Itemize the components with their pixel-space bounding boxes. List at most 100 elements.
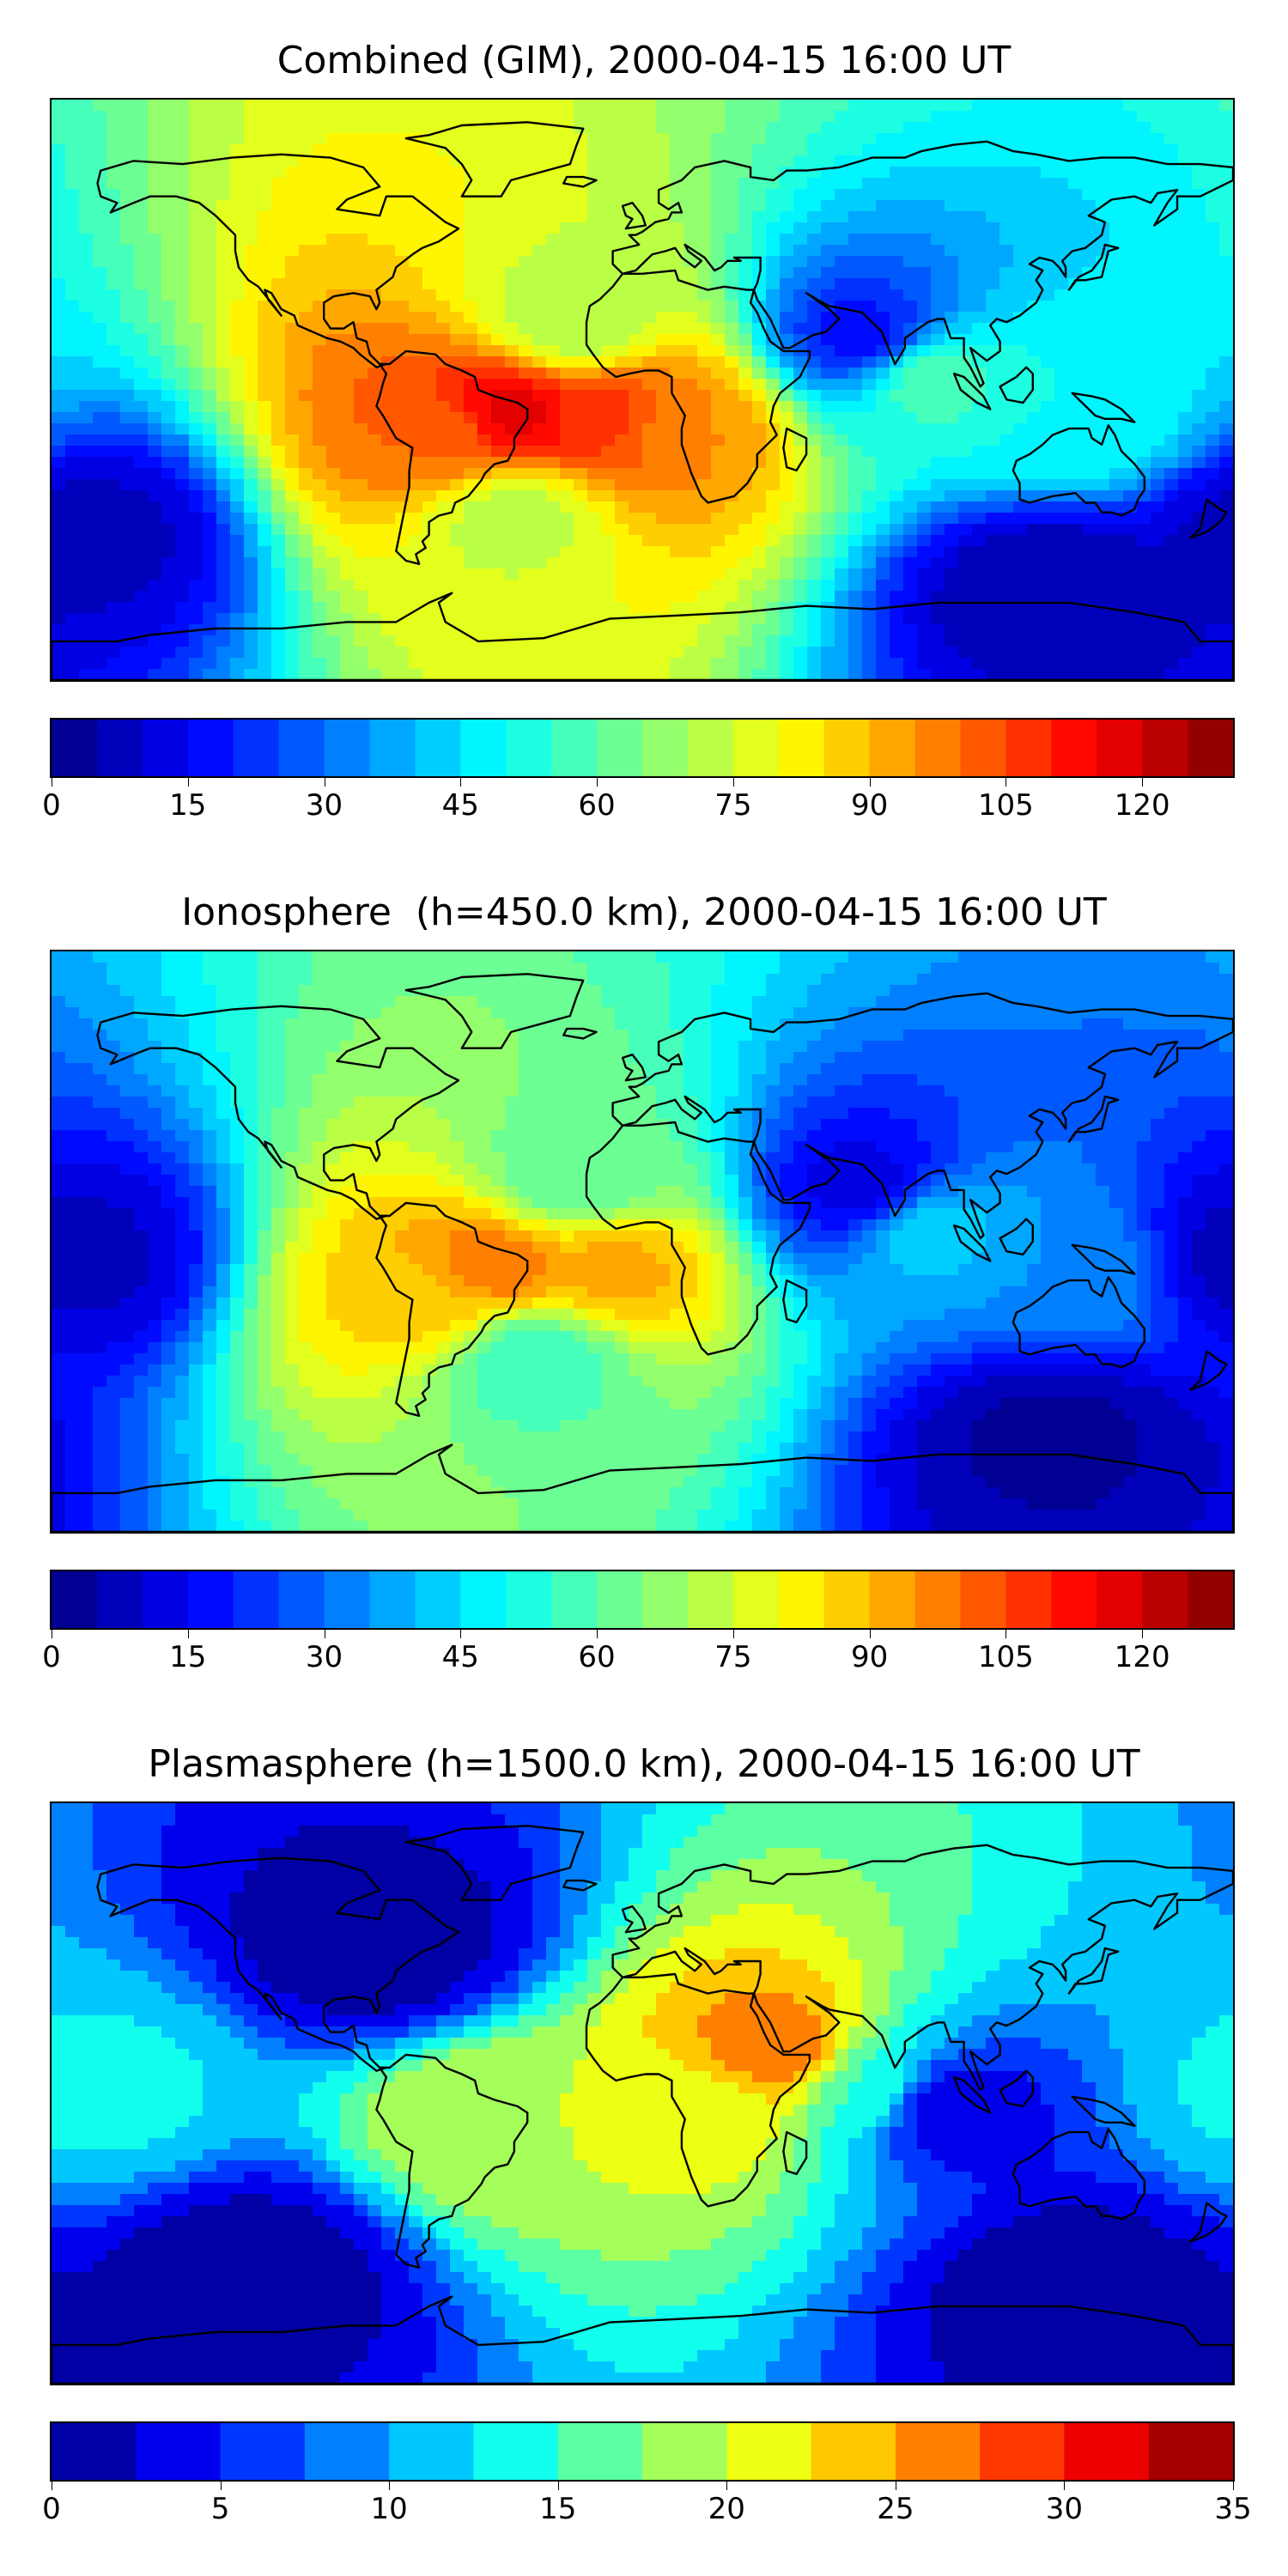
contour-cell	[931, 167, 945, 179]
contour-cell	[574, 312, 588, 324]
contour-cell	[574, 996, 588, 1008]
contour-cell	[313, 1007, 327, 1019]
contour-cell	[958, 446, 973, 458]
contour-cell	[1219, 974, 1233, 986]
contour-cell	[52, 613, 66, 625]
contour-cell	[120, 222, 135, 234]
contour-cell	[491, 1007, 506, 1019]
contour-cell	[491, 423, 506, 435]
contour-cell	[340, 985, 355, 997]
contour-cell	[587, 602, 602, 614]
contour-cell	[656, 951, 671, 963]
contour-cell	[1054, 345, 1069, 357]
contour-cell	[1054, 401, 1069, 413]
contour-cell	[1096, 468, 1110, 480]
contour-cell	[862, 951, 877, 963]
contour-cell	[670, 323, 684, 335]
contour-cell	[1068, 974, 1083, 986]
contour-cell	[807, 144, 822, 156]
contour-cell	[615, 951, 629, 963]
contour-cell	[409, 356, 423, 368]
contour-cell	[106, 211, 121, 223]
contour-cell	[862, 289, 877, 301]
contour-cell	[299, 211, 313, 223]
contour-cell	[1164, 256, 1179, 268]
contour-cell	[189, 133, 204, 145]
contour-cell	[711, 580, 726, 592]
contour-cell	[175, 234, 190, 246]
contour-cell	[519, 234, 533, 246]
contour-cell	[780, 133, 794, 145]
contour-cell	[725, 100, 739, 112]
contour-cell	[1027, 635, 1042, 647]
contour-cell	[464, 658, 478, 670]
contour-cell	[629, 144, 643, 156]
contour-cell	[986, 580, 1000, 592]
contour-cell	[931, 278, 945, 290]
contour-cell	[1151, 624, 1165, 636]
contour-cell	[1137, 122, 1151, 134]
contour-cell	[1151, 234, 1165, 246]
contour-cell	[148, 144, 162, 156]
contour-cell	[945, 278, 959, 290]
contour-cell	[1178, 301, 1193, 313]
contour-cell	[477, 580, 492, 592]
contour-cell	[532, 985, 547, 997]
contour-cell	[780, 234, 794, 246]
contour-cell	[464, 144, 478, 156]
contour-cell	[683, 289, 698, 301]
contour-cell	[1123, 985, 1138, 997]
contour-cell	[1192, 468, 1206, 480]
contour-cell	[752, 111, 767, 123]
contour-cell	[354, 155, 368, 167]
contour-cell	[216, 985, 231, 997]
contour-cell	[450, 267, 465, 279]
contour-cell	[738, 133, 753, 145]
contour-cell	[230, 390, 245, 402]
contour-cell	[79, 256, 94, 268]
contour-cell	[1027, 985, 1042, 997]
contour-cell	[395, 658, 410, 670]
contour-cell	[340, 490, 355, 502]
contour-cell	[656, 524, 671, 536]
contour-cell	[93, 312, 107, 324]
contour-cell	[725, 580, 739, 592]
contour-cell	[271, 446, 286, 458]
contour-cell	[903, 312, 918, 324]
contour-cell	[793, 647, 808, 659]
contour-cell	[725, 334, 739, 346]
contour-cell	[780, 468, 794, 480]
contour-cell	[52, 468, 66, 480]
contour-cell	[477, 267, 492, 279]
contour-cell	[313, 178, 327, 190]
contour-cell	[230, 996, 245, 1008]
contour-cell	[93, 985, 107, 997]
contour-cell	[958, 312, 973, 324]
contour-cell	[326, 985, 341, 997]
contour-cell	[766, 211, 781, 223]
contour-cell	[752, 669, 767, 680]
contour-cell	[560, 345, 574, 357]
contour-cell	[381, 457, 396, 469]
contour-cell	[354, 501, 368, 513]
contour-cell	[271, 535, 286, 547]
contour-cell	[148, 234, 162, 246]
contour-cell	[917, 423, 932, 435]
contour-cell	[1054, 963, 1069, 975]
contour-cell	[1123, 580, 1138, 592]
contour-cell	[395, 557, 410, 569]
contour-cell	[422, 189, 437, 201]
contour-cell	[1068, 200, 1083, 212]
contour-cell	[230, 479, 245, 491]
contour-cell	[999, 446, 1014, 458]
contour-cell	[683, 513, 698, 525]
contour-cell	[738, 267, 753, 279]
contour-cell	[1082, 256, 1097, 268]
contour-cell	[1013, 557, 1028, 569]
contour-cell	[945, 479, 959, 491]
contour-cell	[738, 557, 753, 569]
contour-cell	[1054, 111, 1069, 123]
contour-cell	[656, 144, 671, 156]
contour-cell	[642, 479, 657, 491]
contour-cell	[326, 568, 341, 580]
